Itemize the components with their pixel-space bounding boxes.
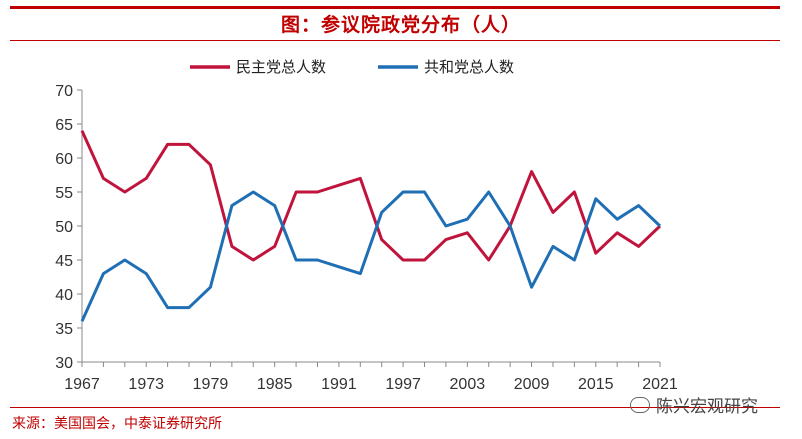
y-tick-label: 50 (55, 219, 73, 236)
x-tick-label: 2021 (642, 376, 678, 393)
series-line-dem (80, 130, 662, 262)
y-tick-label: 40 (55, 287, 73, 304)
y-tick-label: 65 (55, 117, 73, 134)
watermark-text: 陈兴宏观研究 (656, 397, 758, 417)
wechat-icon (630, 397, 650, 413)
x-tick-label: 1967 (64, 376, 100, 393)
series-lines (80, 130, 662, 322)
x-tick-label: 1985 (257, 376, 293, 393)
x-tick-label: 1979 (193, 376, 229, 393)
x-tick-label: 2015 (578, 376, 614, 393)
x-tick-label: 1973 (128, 376, 164, 393)
legend-label-dem: 民主党总人数 (236, 58, 326, 76)
y-tick-label: 30 (55, 355, 73, 372)
chart-title: 图：参议院政党分布（人） (280, 14, 521, 36)
x-tick-label: 1991 (321, 376, 357, 393)
y-tick-label: 35 (55, 321, 73, 338)
y-tick-label: 70 (55, 83, 73, 100)
source-note: 来源：美国国会，中泰证券研究所 (12, 416, 222, 432)
bottom-rule (10, 407, 780, 408)
series-line-rep (80, 190, 662, 322)
y-tick-label: 45 (55, 253, 73, 270)
title-rule (10, 40, 780, 41)
axes: 30 35 40 45 50 55 60 65 70 1967 1973 1979 1985 1991 19… (55, 83, 678, 393)
legend: 民主党总人数 共和党总人数 (190, 58, 514, 76)
watermark: 陈兴宏观研究 (630, 392, 758, 417)
x-tick-label: 2009 (514, 376, 550, 393)
x-tick-label: 1997 (385, 376, 421, 393)
top-rule (10, 6, 780, 9)
x-tick-label: 2003 (450, 376, 486, 393)
legend-label-rep: 共和党总人数 (424, 58, 514, 76)
y-tick-label: 60 (55, 151, 73, 168)
y-tick-label: 55 (55, 185, 73, 202)
